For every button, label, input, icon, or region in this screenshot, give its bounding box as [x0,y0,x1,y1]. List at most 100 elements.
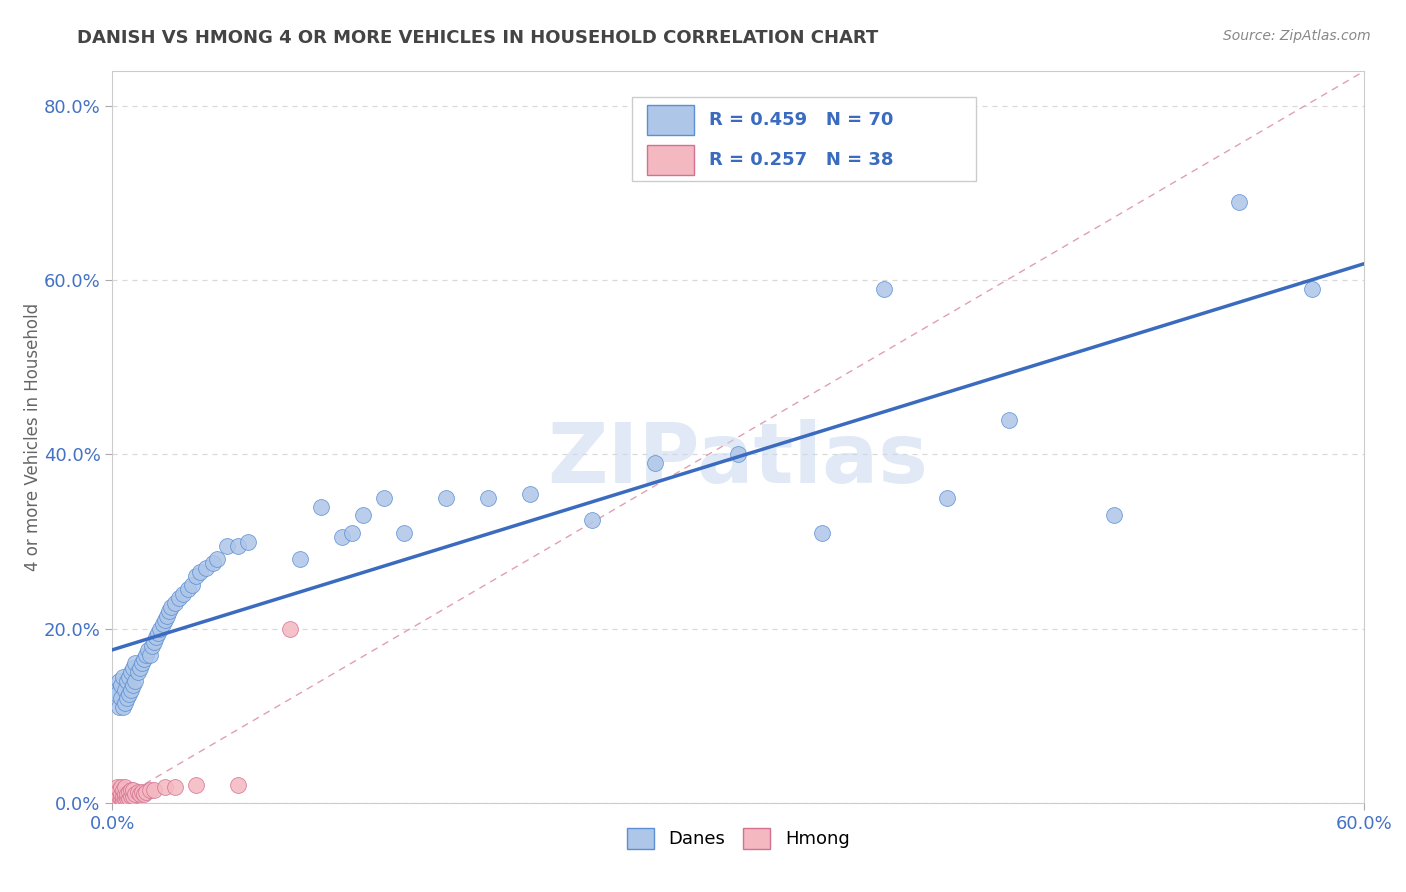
Point [172,587,194,601]
Point [180,578,202,592]
Point [103,782,125,797]
Point [217,539,239,553]
Point [114,780,136,794]
Point [205,552,228,566]
Point [290,552,312,566]
Point [118,687,141,701]
Point [132,787,155,801]
Point [124,787,146,801]
Point [111,669,134,683]
Point [105,687,128,701]
Point [131,785,153,799]
Point [195,560,218,574]
Point [519,486,541,500]
Point [118,791,141,805]
Point [115,791,138,805]
Point [103,682,125,697]
Point [226,539,249,553]
Point [136,643,159,657]
Point [581,513,603,527]
Point [107,793,129,807]
Point [110,780,132,794]
Point [278,622,301,636]
Point [110,691,132,706]
Point [309,500,332,514]
FancyBboxPatch shape [647,104,695,136]
Point [143,782,166,797]
Point [184,778,207,792]
Point [236,534,259,549]
Point [226,778,249,792]
Point [105,787,128,801]
Point [727,448,749,462]
Point [1301,282,1323,296]
Point [131,657,153,671]
Point [152,617,174,632]
Point [139,782,162,797]
Point [135,648,157,662]
Point [105,791,128,805]
Point [644,456,666,470]
Point [128,661,150,675]
Point [115,691,138,706]
Point [163,595,186,609]
Point [201,557,224,571]
Point [873,282,896,296]
Point [935,491,957,505]
Point [107,700,129,714]
Point [145,631,167,645]
Text: Source: ZipAtlas.com: Source: ZipAtlas.com [1223,29,1371,43]
Text: DANISH VS HMONG 4 OR MORE VEHICLES IN HOUSEHOLD CORRELATION CHART: DANISH VS HMONG 4 OR MORE VEHICLES IN HO… [77,29,879,46]
Point [120,789,142,803]
Point [107,673,129,688]
Text: R = 0.257   N = 38: R = 0.257 N = 38 [710,151,894,169]
Point [122,661,145,675]
Point [110,791,132,805]
Point [998,412,1021,426]
Point [143,634,166,648]
FancyBboxPatch shape [647,145,695,176]
Point [188,565,211,579]
Point [1227,194,1250,209]
Y-axis label: 4 or more Vehicles in Household: 4 or more Vehicles in Household [24,303,42,571]
Point [477,491,499,505]
Point [114,682,136,697]
Point [149,622,172,636]
Point [122,782,145,797]
Point [114,696,136,710]
Point [135,785,157,799]
Point [141,639,163,653]
Point [120,682,142,697]
Point [184,569,207,583]
Point [394,525,416,540]
Point [810,525,832,540]
Point [114,791,136,805]
Point [373,491,395,505]
Point [103,791,125,805]
Point [148,626,170,640]
Point [122,678,145,692]
Point [176,582,198,597]
Point [128,787,150,801]
Point [167,591,190,606]
Text: ZIPatlas: ZIPatlas [548,418,928,500]
Point [105,780,128,794]
Point [153,613,176,627]
Point [132,652,155,666]
Text: R = 0.459   N = 70: R = 0.459 N = 70 [710,112,894,129]
Point [124,673,146,688]
Point [330,530,353,544]
Point [160,599,183,614]
Point [111,793,134,807]
Point [342,525,364,540]
Point [111,782,134,797]
Point [115,673,138,688]
Point [120,665,142,680]
Point [157,604,180,618]
Point [114,787,136,801]
Point [1102,508,1125,523]
Point [110,787,132,801]
Point [115,787,138,801]
Point [124,657,146,671]
Legend: Danes, Hmong: Danes, Hmong [620,821,856,856]
